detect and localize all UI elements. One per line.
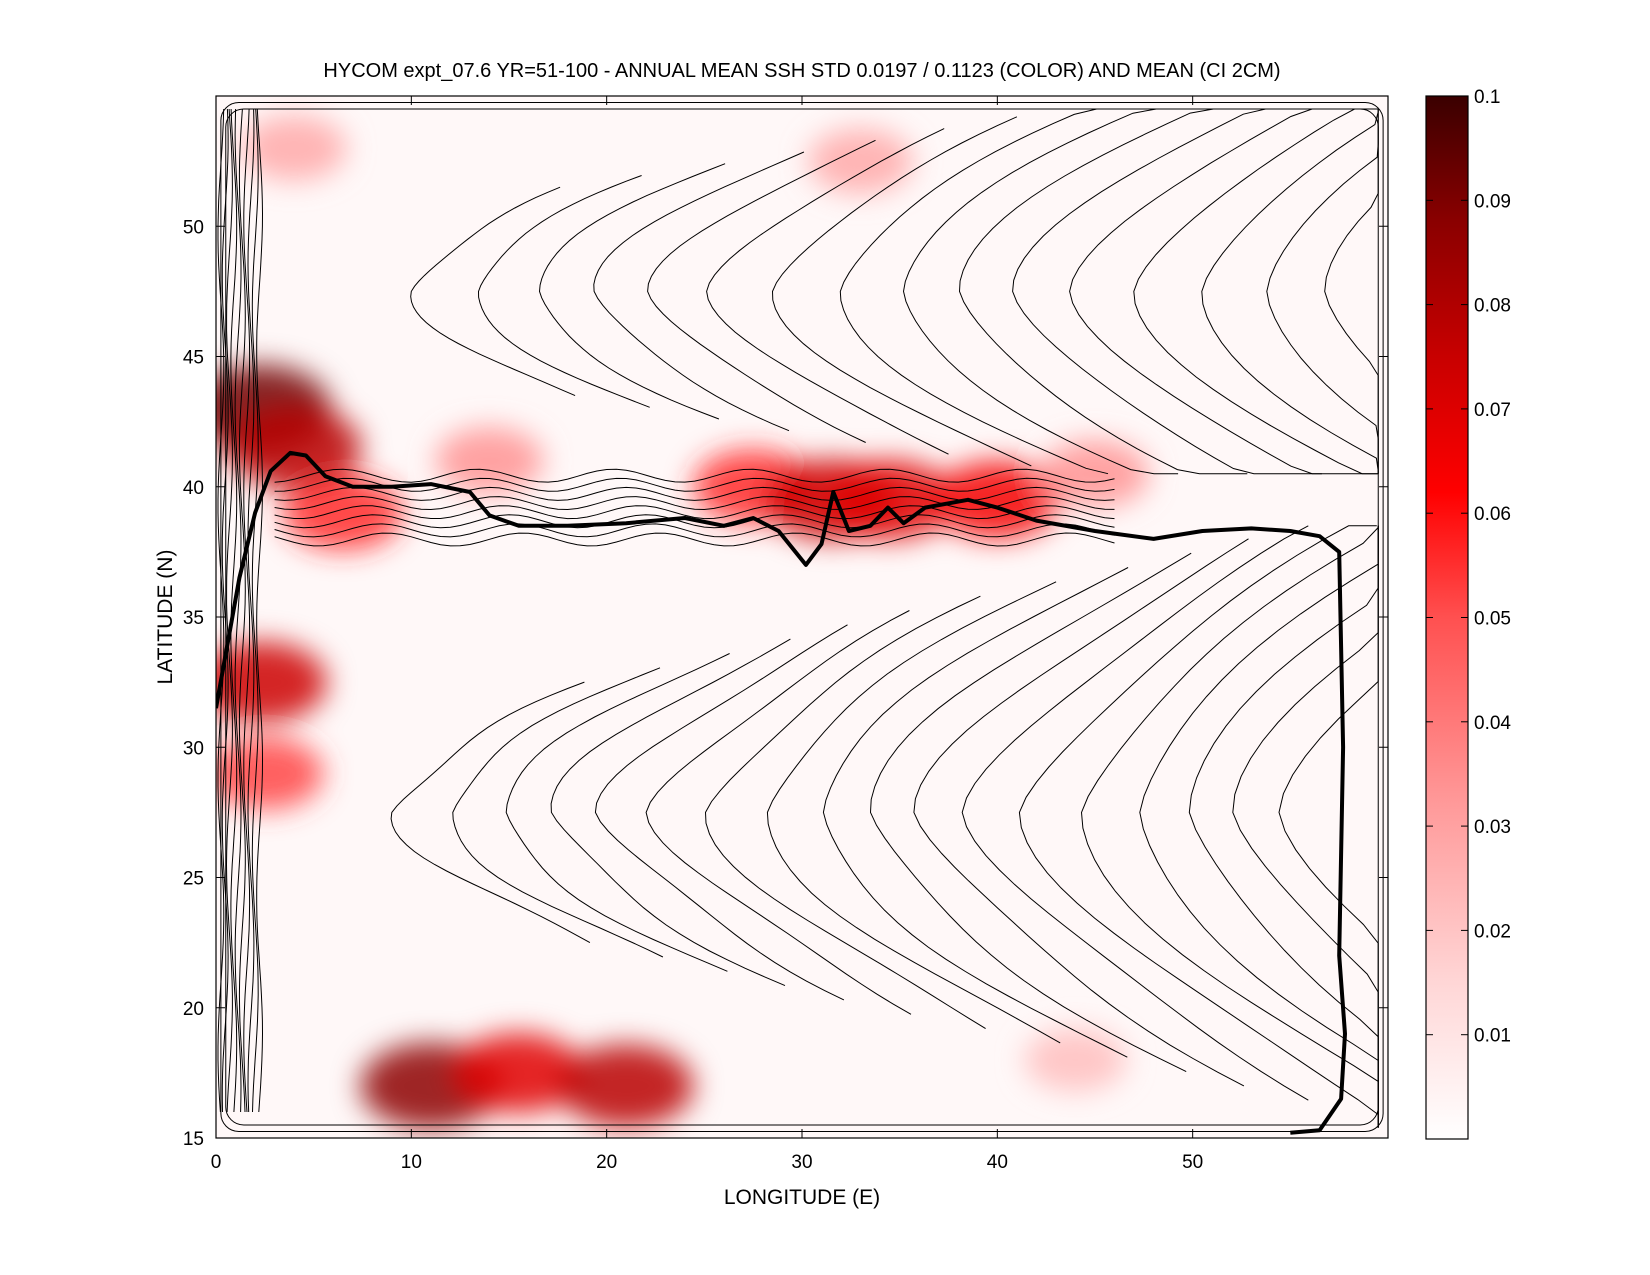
y-tick-label: 40	[183, 478, 204, 499]
y-tick-label: 15	[183, 1129, 204, 1150]
contour-north-10	[1012, 108, 1335, 475]
contour-jet-0	[274, 532, 1115, 547]
contour-jet-1	[274, 523, 1115, 538]
contour-west-0	[217, 108, 225, 1113]
contour-west-1	[221, 108, 229, 1113]
colorbar-tick-label: 0.02	[1474, 921, 1511, 942]
contour-south-5	[645, 610, 912, 1015]
contour-north-3	[593, 151, 805, 432]
contour-south-7	[766, 581, 1061, 1044]
y-tick-label: 35	[183, 608, 204, 629]
chart-title: HYCOM expt_07.6 YR=51-100 - ANNUAL MEAN …	[323, 60, 1280, 82]
contour-south-11	[961, 525, 1309, 1101]
colorbar-tick-label: 0.03	[1474, 817, 1511, 838]
contour-south-2	[505, 653, 730, 972]
contour-north-9	[958, 108, 1261, 475]
x-axis: 0 10 20 30 40 50	[211, 96, 1203, 1173]
contour-west-6	[243, 108, 251, 1113]
contour-jet-4	[274, 495, 1115, 511]
contour-north-0	[410, 186, 576, 397]
y-tick-label: 45	[183, 348, 204, 369]
y-axis: 15 20 25 30 35 40 45 50	[183, 217, 1388, 1150]
contour-west-3	[230, 108, 238, 1113]
contour-south-1	[452, 667, 664, 958]
contour-jet-6	[274, 477, 1115, 492]
contour-south-13	[1080, 525, 1379, 1128]
contour-west-8	[251, 108, 259, 1113]
std-hotspot-2	[216, 641, 327, 723]
contour-north-4	[647, 139, 876, 443]
colorbar-ticks: 0.01 0.02 0.03 0.04 0.05 0.06 0.07 0.08 0.09 0.1	[1426, 87, 1511, 1047]
contour-north-13	[1201, 109, 1379, 474]
contour-south-0	[390, 681, 591, 944]
std-hotspot-11	[241, 115, 347, 181]
contour-west-7	[247, 108, 255, 1113]
contour-north-11	[1069, 108, 1379, 475]
contour-jet-7	[274, 468, 1115, 483]
contour-south-9	[869, 552, 1192, 1073]
contour-south-8	[822, 567, 1129, 1058]
std-hotspot-15	[558, 1044, 694, 1128]
contour-west-5	[238, 108, 246, 1113]
x-tick-label: 0	[211, 1152, 222, 1173]
contour-south-3	[550, 638, 791, 987]
contour-north-6	[771, 116, 1032, 467]
x-tick-label: 10	[401, 1152, 422, 1173]
x-tick-label: 20	[596, 1152, 617, 1173]
contour-south-6	[704, 595, 986, 1030]
colorbar-tick-label: 0.04	[1474, 713, 1511, 734]
colorbar-tick-label: 0.09	[1474, 191, 1511, 212]
std-hotspot-16	[1024, 1028, 1127, 1092]
contour-north-12	[1133, 108, 1379, 475]
contour-north-7	[839, 108, 1109, 475]
std-hotspot-4	[282, 475, 403, 550]
contour-west-2	[225, 108, 233, 1113]
y-tick-label: 20	[183, 999, 204, 1020]
colorbar-tick-label: 0.06	[1474, 504, 1511, 525]
x-tick-label: 30	[791, 1152, 812, 1173]
std-hotspot-8	[825, 460, 955, 540]
contour-north-8	[902, 108, 1181, 475]
contour-west-9	[256, 108, 264, 1113]
contour-north-5	[706, 128, 949, 455]
x-tick-label: 40	[987, 1152, 1008, 1173]
contour-jet-3	[274, 505, 1115, 520]
y-tick-label: 50	[183, 217, 204, 238]
contour-west-4	[234, 108, 242, 1113]
std-hotspot-10	[1041, 440, 1149, 508]
y-axis-label: LATITUDE (N)	[154, 550, 177, 685]
colorbar-tick-label: 0.1	[1474, 87, 1500, 108]
zero-contour-line	[216, 450, 1347, 1135]
x-tick-label: 50	[1182, 1152, 1203, 1173]
x-axis-label: LONGITUDE (E)	[724, 1186, 880, 1209]
contour-north-14	[1266, 109, 1379, 474]
contour-south-12	[1018, 525, 1379, 1116]
contour-south-10	[913, 538, 1249, 1087]
std-hotspot-14	[454, 1033, 584, 1113]
colorbar-tick-label: 0.01	[1474, 1026, 1511, 1047]
ssh-std-field	[216, 115, 1149, 1130]
contour-border-1	[225, 108, 1379, 1126]
contour-south-4	[594, 624, 848, 1001]
y-tick-label: 25	[183, 869, 204, 890]
colorbar-tick-label: 0.07	[1474, 400, 1511, 421]
plot-background	[216, 96, 1388, 1138]
contour-jet-2	[274, 514, 1115, 529]
colorbar-tick-label: 0.05	[1474, 609, 1511, 630]
y-tick-label: 30	[183, 738, 204, 759]
contour-north-1	[477, 175, 650, 408]
contour-north-2	[538, 163, 726, 420]
colorbar-tick-label: 0.08	[1474, 296, 1511, 317]
plot-area: 0 10 20 30 40 50 15 20 25 30 35 40 45 50	[183, 95, 1389, 1173]
colorbar: 0.01 0.02 0.03 0.04 0.05 0.06 0.07 0.08 0.09 0.1	[1425, 87, 1511, 1140]
std-hotspot-12	[808, 128, 914, 194]
